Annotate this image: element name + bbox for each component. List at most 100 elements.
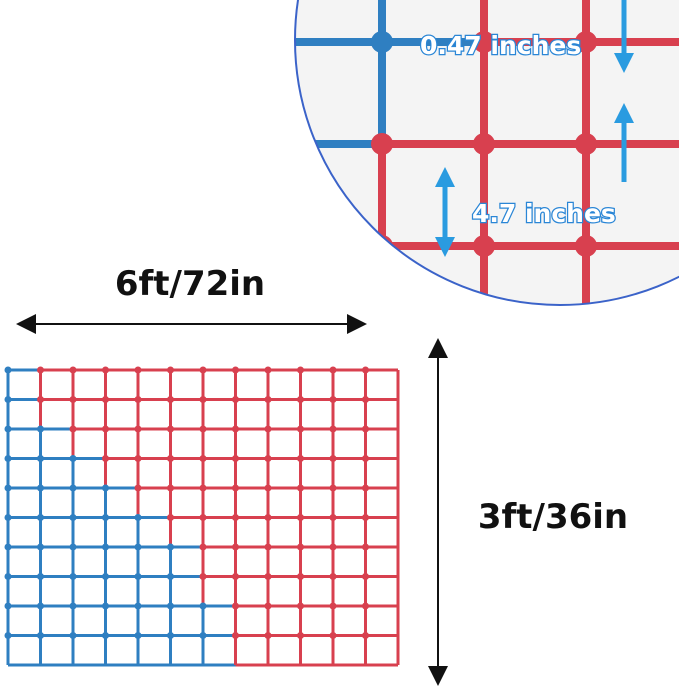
knot <box>134 543 142 551</box>
knot <box>329 543 337 551</box>
knot <box>329 632 337 639</box>
knot <box>134 573 142 580</box>
knot <box>269 31 291 53</box>
knot <box>297 632 304 639</box>
knot <box>102 455 109 462</box>
knot <box>264 425 272 433</box>
knot <box>264 543 272 551</box>
knot <box>297 455 304 462</box>
knot <box>575 133 597 155</box>
knot <box>69 366 77 374</box>
knot <box>297 573 304 580</box>
knot <box>69 514 77 521</box>
knot <box>371 31 393 53</box>
knot <box>199 396 207 403</box>
knot <box>37 632 44 639</box>
knot <box>329 514 337 521</box>
knot <box>297 602 304 610</box>
knot <box>37 366 44 374</box>
knot <box>4 514 12 521</box>
knot <box>264 455 272 462</box>
knot <box>232 602 239 610</box>
knot <box>264 366 272 374</box>
knot <box>232 484 239 492</box>
knot <box>4 573 12 580</box>
knot <box>102 573 109 580</box>
knot <box>199 425 207 433</box>
knot <box>269 235 291 257</box>
knot <box>134 396 142 403</box>
knot <box>199 455 207 462</box>
knot <box>297 425 304 433</box>
knot <box>199 514 207 521</box>
knot <box>102 425 109 433</box>
knot <box>362 514 369 521</box>
knot <box>269 133 291 155</box>
knot <box>371 235 393 257</box>
knot <box>167 632 174 639</box>
knot <box>329 396 337 403</box>
width-label: 6ft/72in <box>115 264 265 304</box>
knot <box>371 133 393 155</box>
knot <box>199 543 207 551</box>
knot <box>362 602 369 610</box>
net <box>4 366 400 667</box>
knot <box>575 235 597 257</box>
knot <box>37 396 44 403</box>
knot <box>362 484 369 492</box>
knot <box>167 396 174 403</box>
knot <box>102 602 109 610</box>
knot <box>199 632 207 639</box>
knot <box>102 366 109 374</box>
knot <box>329 425 337 433</box>
knot <box>297 396 304 403</box>
knot <box>37 425 44 433</box>
knot <box>264 514 272 521</box>
knot <box>329 573 337 580</box>
knot <box>167 573 174 580</box>
knot <box>167 484 174 492</box>
knot <box>473 133 495 155</box>
knot <box>232 543 239 551</box>
knot <box>102 484 109 492</box>
knot <box>199 366 207 374</box>
knot <box>362 366 369 374</box>
knot <box>167 425 174 433</box>
knot <box>69 455 77 462</box>
knot <box>199 484 207 492</box>
knot <box>4 543 12 551</box>
knot <box>4 484 12 492</box>
knot <box>134 455 142 462</box>
knot <box>167 366 174 374</box>
knot <box>232 396 239 403</box>
knot <box>473 31 495 53</box>
knot <box>329 602 337 610</box>
knot <box>102 632 109 639</box>
knot <box>362 573 369 580</box>
knot <box>4 366 12 374</box>
knot <box>329 455 337 462</box>
knot <box>69 602 77 610</box>
knot <box>4 632 12 639</box>
knot <box>134 632 142 639</box>
knot <box>134 425 142 433</box>
knot <box>102 514 109 521</box>
knot <box>167 602 174 610</box>
knot <box>69 632 77 639</box>
knot <box>232 366 239 374</box>
knot <box>199 602 207 610</box>
knot-label: 0.47 inches <box>420 31 581 60</box>
knot <box>102 543 109 551</box>
knot <box>264 396 272 403</box>
knot <box>264 573 272 580</box>
knot <box>297 543 304 551</box>
knot <box>4 396 12 403</box>
knot <box>232 455 239 462</box>
knot <box>362 396 369 403</box>
knot <box>362 632 369 639</box>
knot <box>232 514 239 521</box>
mesh-label: 4.7 inches <box>472 199 616 228</box>
knot <box>232 425 239 433</box>
knot <box>37 573 44 580</box>
